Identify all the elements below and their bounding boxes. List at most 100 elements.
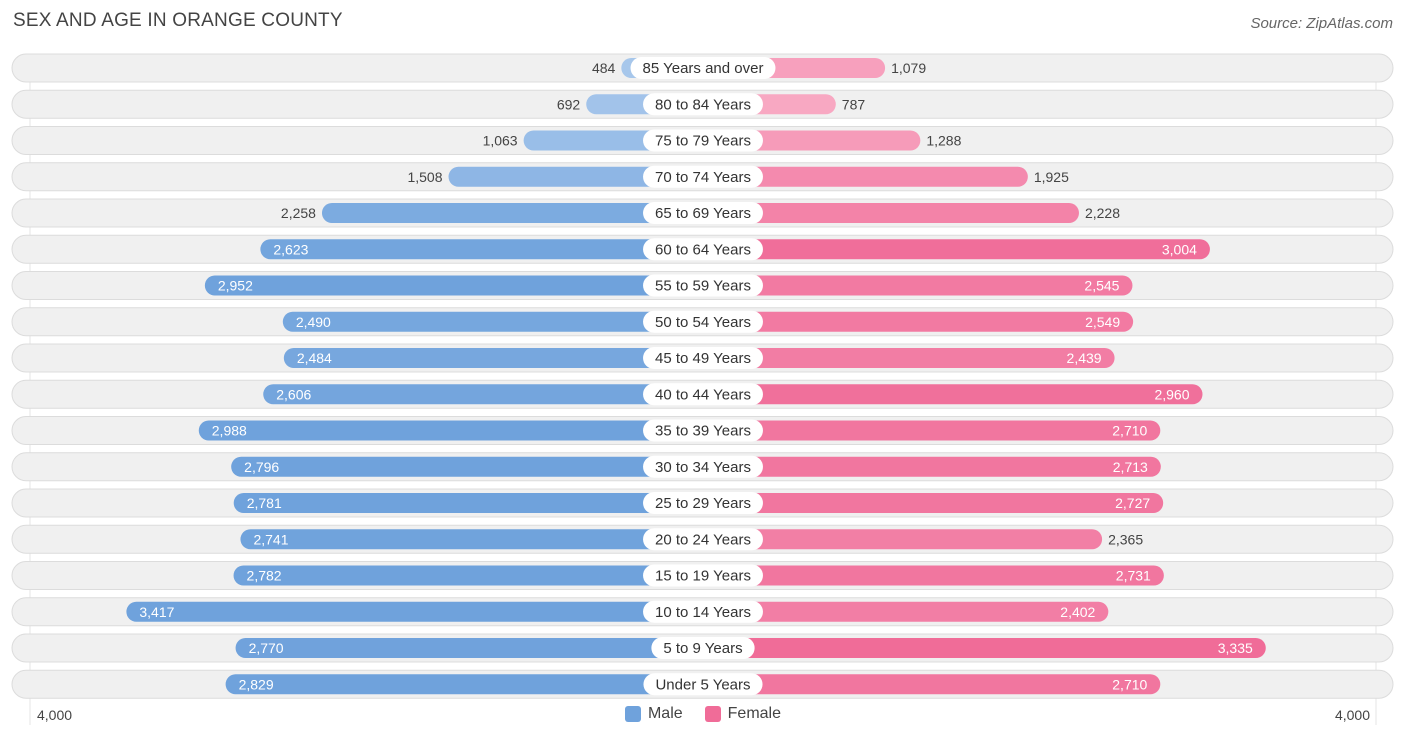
category-label: 15 to 19 Years xyxy=(655,568,751,585)
value-label-male: 2,606 xyxy=(276,386,311,402)
category-label-background xyxy=(643,202,763,224)
value-label-male: 484 xyxy=(592,60,616,76)
category-label: 55 to 59 Years xyxy=(655,278,751,295)
bar-female[interactable] xyxy=(703,166,1028,187)
bar-female[interactable] xyxy=(703,493,1164,513)
bar-male[interactable] xyxy=(321,203,703,223)
legend-swatch-male xyxy=(624,706,641,722)
chart-row: 2,988 2,710 35 to 39 Years xyxy=(11,416,1394,445)
category-label: 10 to 14 Years xyxy=(655,604,751,621)
category-label-background xyxy=(643,419,763,442)
legend-item-male[interactable]: Male xyxy=(624,705,683,723)
chart-row: 2,484 2,439 45 to 49 Years xyxy=(11,343,1394,373)
bar-female[interactable] xyxy=(703,638,1266,658)
value-label-female: 2,713 xyxy=(1113,459,1148,475)
chart-row: 2,781 2,727 25 to 29 Years xyxy=(11,488,1394,518)
value-label-male: 2,623 xyxy=(273,241,308,257)
legend-item-female[interactable]: Female xyxy=(704,705,782,723)
bar-female[interactable] xyxy=(703,384,1203,405)
chart-row: 1,063 1,288 75 to 79 Years xyxy=(11,126,1394,155)
bar-female[interactable] xyxy=(703,420,1161,441)
bar-female[interactable] xyxy=(703,565,1164,586)
category-label-background xyxy=(643,129,763,152)
category-label: 65 to 69 Years xyxy=(655,205,751,222)
value-label-male: 2,796 xyxy=(244,459,279,475)
bar-male[interactable] xyxy=(225,674,703,695)
value-label-male: 3,417 xyxy=(139,604,174,620)
value-label-female: 1,079 xyxy=(891,60,926,76)
chart-row: 2,258 2,228 65 to 69 Years xyxy=(11,198,1394,228)
chart-row: 2,490 2,549 50 to 54 Years xyxy=(11,307,1394,337)
bar-male[interactable] xyxy=(233,565,703,586)
bar-male[interactable] xyxy=(282,311,703,332)
value-label-male: 2,484 xyxy=(297,350,332,366)
bar-female[interactable] xyxy=(703,348,1115,368)
chart-row: 2,623 3,004 60 to 64 Years xyxy=(11,234,1394,264)
bar-female[interactable] xyxy=(703,601,1109,622)
bar-male[interactable] xyxy=(126,601,704,622)
value-label-female: 2,402 xyxy=(1060,604,1095,620)
bar-female[interactable] xyxy=(703,203,1079,223)
category-label-background xyxy=(643,238,763,261)
chart-row: 1,508 1,925 70 to 74 Years xyxy=(11,162,1394,192)
category-label: 60 to 64 Years xyxy=(655,241,751,258)
legend-label-male: Male xyxy=(647,705,683,722)
value-label-male: 2,781 xyxy=(247,495,282,511)
category-label-background xyxy=(651,637,755,659)
category-label-background xyxy=(643,600,763,623)
legend-swatch-female xyxy=(704,706,721,722)
category-label-background xyxy=(630,57,776,79)
bar-female[interactable] xyxy=(703,456,1161,477)
bar-male[interactable] xyxy=(233,493,704,513)
category-label-background xyxy=(643,310,763,333)
value-label-female: 787 xyxy=(842,96,866,112)
value-label-male: 2,988 xyxy=(212,423,247,439)
chart-row: 2,796 2,713 30 to 34 Years xyxy=(11,452,1394,482)
category-label: 25 to 29 Years xyxy=(655,495,751,512)
bar-male[interactable] xyxy=(198,420,703,441)
category-label-background xyxy=(643,455,763,478)
bar-female[interactable] xyxy=(703,529,1103,550)
bar-male[interactable] xyxy=(231,456,704,477)
value-label-female: 1,288 xyxy=(926,133,961,149)
chart-row: 2,741 2,365 20 to 24 Years xyxy=(11,524,1394,554)
chart-row: 2,770 3,335 5 to 9 Years xyxy=(11,633,1394,663)
bar-male[interactable] xyxy=(263,384,703,405)
category-label: Under 5 Years xyxy=(655,676,750,693)
legend-label-female: Female xyxy=(727,705,782,722)
chart-row: 692 787 80 to 84 Years xyxy=(11,89,1394,119)
category-label-background xyxy=(643,673,763,696)
category-label: 35 to 39 Years xyxy=(655,423,751,440)
category-label: 30 to 34 Years xyxy=(655,459,751,476)
bar-female[interactable] xyxy=(703,311,1134,332)
value-label-male: 692 xyxy=(557,96,581,112)
bar-male[interactable] xyxy=(240,529,704,550)
value-label-male: 2,490 xyxy=(296,314,331,330)
bar-male[interactable] xyxy=(235,638,703,658)
value-label-male: 2,741 xyxy=(253,531,288,547)
category-label: 5 to 9 Years xyxy=(663,640,742,657)
value-label-female: 2,727 xyxy=(1115,495,1150,511)
value-label-male: 1,508 xyxy=(407,169,442,185)
bar-female[interactable] xyxy=(703,674,1161,695)
category-label: 45 to 49 Years xyxy=(655,350,751,367)
value-label-male: 2,770 xyxy=(249,640,284,656)
value-label-female: 3,335 xyxy=(1218,640,1253,656)
bar-male[interactable] xyxy=(283,348,703,368)
value-label-male: 2,829 xyxy=(239,676,274,692)
category-label-background xyxy=(643,564,763,587)
value-label-female: 1,925 xyxy=(1034,169,1069,185)
value-label-male: 2,952 xyxy=(218,278,253,294)
bar-female[interactable] xyxy=(703,275,1133,296)
value-label-female: 2,731 xyxy=(1116,568,1151,584)
chart-row: 3,417 2,402 10 to 14 Years xyxy=(11,597,1394,627)
category-label: 70 to 74 Years xyxy=(655,169,751,186)
category-label-background xyxy=(643,383,763,406)
bar-female[interactable] xyxy=(703,239,1210,260)
chart-row: 2,606 2,960 40 to 44 Years xyxy=(11,379,1394,409)
bar-male[interactable] xyxy=(260,239,703,260)
bar-male[interactable] xyxy=(204,275,703,296)
bar-male[interactable] xyxy=(448,166,703,187)
category-label-background xyxy=(643,347,763,369)
